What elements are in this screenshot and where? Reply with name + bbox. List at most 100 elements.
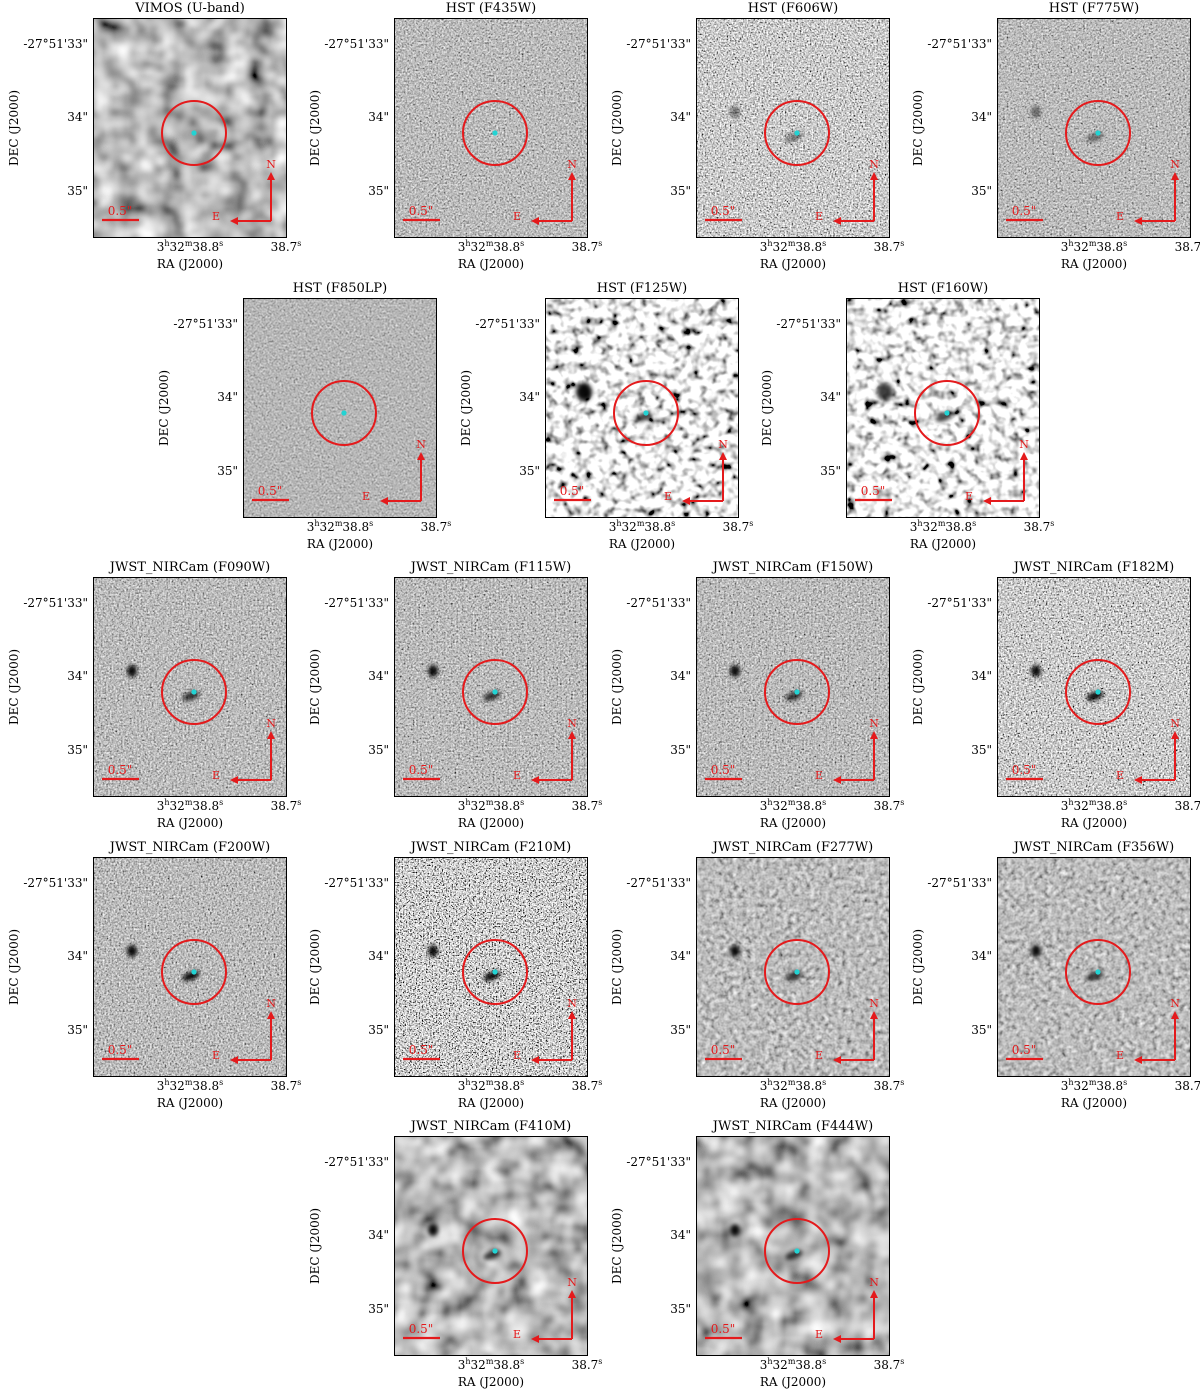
dec-tick-label: 35" (368, 184, 389, 198)
ra-tick-label: 38.7s (1174, 799, 1200, 813)
ra-tick-label: 3h32m38.8s (759, 1078, 827, 1094)
cutout-panel: JWST_NIRCam (F200W) DEC (J2000) -27°51'33"… (0, 839, 301, 1119)
compass-north-label: N (1170, 717, 1180, 730)
panel-title: HST (F435W) (445, 1, 537, 16)
ra-tick-label: 3h32m38.8s (759, 1357, 827, 1373)
scale-bar-label: 0.5" (409, 763, 434, 777)
noise-background (998, 578, 1190, 796)
position-marker (341, 410, 347, 416)
cutout-image: 0.5" N E (846, 298, 1040, 518)
neighbor-source (877, 383, 893, 401)
cutout-panel: VIMOS (U-band) DEC (J2000) -27°51'33" 34" 35… (0, 0, 301, 280)
panel-title: JWST_NIRCam (F444W) (712, 1119, 874, 1134)
position-marker (643, 410, 649, 416)
position-marker (794, 1248, 800, 1254)
east-arrowhead (531, 1335, 539, 1343)
neighbor-source (127, 945, 137, 957)
north-arrowhead (870, 731, 878, 739)
dec-axis-label: DEC (J2000) (308, 648, 322, 726)
dec-tick-label: 35" (971, 184, 992, 198)
scale-bar-label: 0.5" (258, 484, 283, 498)
ra-tick-label: 38.7s (1174, 1079, 1200, 1093)
cutout-image: 0.5" N E (93, 857, 287, 1077)
ra-axis-label: RA (J2000) (306, 537, 374, 551)
dec-tick-label: 35" (67, 1023, 88, 1037)
north-arrowhead (568, 172, 576, 180)
north-arrowhead (870, 1290, 878, 1298)
scale-bar-label: 0.5" (409, 1322, 434, 1336)
position-marker (191, 130, 197, 136)
cutout-image: 0.5" N E (243, 298, 437, 518)
east-arrowhead (833, 776, 841, 784)
neighbor-source (730, 665, 740, 677)
dec-tick-label: 34" (670, 949, 691, 963)
dec-tick-label: 35" (670, 184, 691, 198)
noise-background (395, 1137, 587, 1355)
ra-axis-label: RA (J2000) (457, 257, 525, 271)
dec-tick-label: 35" (67, 743, 88, 757)
ra-axis-label: RA (J2000) (608, 537, 676, 551)
north-arrowhead (1020, 452, 1028, 460)
north-arrowhead (568, 731, 576, 739)
dec-tick-label: 34" (971, 949, 992, 963)
compass-east-label: E (513, 210, 521, 223)
ra-tick-label: 3h32m38.8s (909, 519, 977, 535)
panel-title: HST (F850LP) (292, 281, 388, 296)
noise-background (697, 858, 889, 1076)
ra-axis-label: RA (J2000) (1060, 257, 1128, 271)
dec-tick-label: -27°51'33" (173, 317, 238, 331)
cutout-image: 0.5" N E (997, 18, 1191, 238)
dec-tick-label: -27°51'33" (23, 596, 88, 610)
dec-tick-label: -27°51'33" (626, 596, 691, 610)
dec-tick-label: 35" (368, 743, 389, 757)
cutout-panel: HST (F775W) DEC (J2000) -27°51'33" 34" 35" 3h… (904, 0, 1200, 280)
dec-tick-label: -27°51'33" (324, 876, 389, 890)
ra-tick-label: 38.7s (1174, 240, 1200, 254)
compass-north-label: N (567, 997, 577, 1010)
position-marker (492, 130, 498, 136)
east-arrowhead (682, 497, 690, 505)
noise-background (94, 578, 286, 796)
dec-tick-label: 35" (368, 1023, 389, 1037)
ra-tick-label: 38.7s (873, 1357, 905, 1373)
dec-axis-label: DEC (J2000) (911, 89, 925, 167)
dec-tick-label: 35" (368, 1302, 389, 1316)
compass-north-label: N (266, 717, 276, 730)
dec-tick-label: -27°51'33" (626, 37, 691, 51)
cutout-image: 0.5" N E (394, 577, 588, 797)
cutout-image: 0.5" N E (997, 857, 1191, 1077)
panel-title: JWST_NIRCam (F277W) (712, 840, 874, 855)
east-arrowhead (1134, 776, 1142, 784)
ra-tick-label: 38.7s (420, 519, 452, 535)
north-arrowhead (1171, 731, 1179, 739)
compass-east-label: E (513, 1049, 521, 1062)
panel-title: HST (F160W) (897, 281, 989, 296)
neighbor-source (730, 106, 740, 118)
dec-axis-label: DEC (J2000) (610, 928, 624, 1006)
ra-tick-label: 3h32m38.8s (156, 239, 224, 255)
scale-bar-label: 0.5" (560, 484, 585, 498)
ra-axis-label: RA (J2000) (1060, 816, 1128, 830)
noise-background (395, 19, 587, 237)
dec-tick-label: 35" (820, 464, 841, 478)
ra-tick-label: 3h32m38.8s (306, 519, 374, 535)
dec-tick-label: 35" (971, 1023, 992, 1037)
ra-axis-label: RA (J2000) (909, 537, 977, 551)
panel-title: HST (F775W) (1048, 1, 1140, 16)
ra-tick-label: 38.7s (571, 1078, 603, 1094)
position-marker (492, 1248, 498, 1254)
noise-background (697, 578, 889, 796)
north-arrowhead (267, 172, 275, 180)
dec-axis-label: DEC (J2000) (610, 1207, 624, 1285)
dec-tick-label: -27°51'33" (626, 876, 691, 890)
cutout-panel: HST (F160W) DEC (J2000) -27°51'33" 34" 35" 3h… (753, 280, 1054, 560)
panel-title: HST (F125W) (596, 281, 688, 296)
ra-tick-label: 3h32m38.8s (759, 798, 827, 814)
dec-axis-label: DEC (J2000) (7, 89, 21, 167)
ra-tick-label: 3h32m38.8s (156, 798, 224, 814)
position-marker (944, 410, 950, 416)
ra-tick-label: 38.7s (722, 519, 754, 535)
compass-east-label: E (815, 1049, 823, 1062)
neighbor-source (730, 1224, 740, 1236)
